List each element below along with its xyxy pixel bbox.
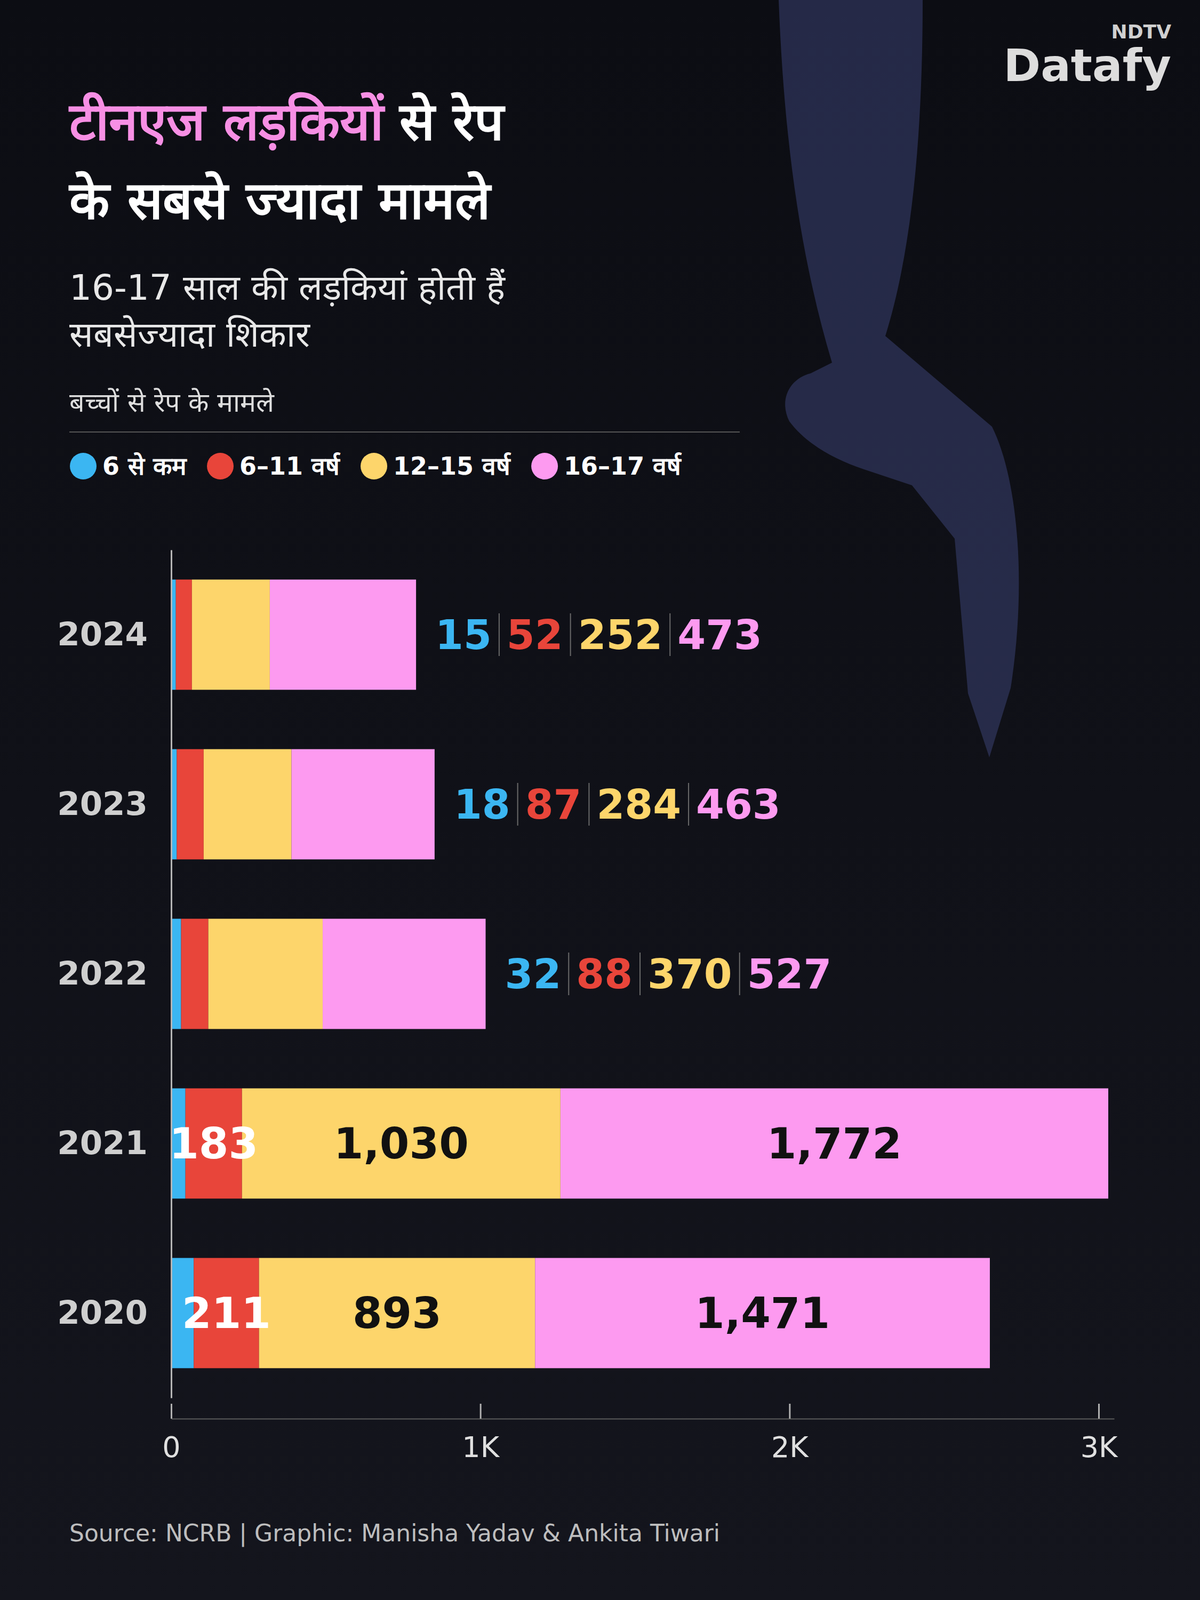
source: Source: NCRB | Graphic: Manisha Yadav & … (69, 1519, 720, 1548)
bar-segment (176, 749, 204, 860)
bar-segment (534, 1258, 990, 1369)
x-tick: 3K (1080, 1403, 1119, 1464)
x-tick-label: 0 (162, 1430, 181, 1464)
y-tick: 2022 (57, 954, 148, 992)
legend-label: 12–15 वर्ष (393, 451, 512, 481)
label-separator (517, 782, 519, 826)
legend-label: 6 से कम (102, 451, 188, 481)
illustration-arm (778, 0, 1019, 758)
label-separator (639, 952, 641, 996)
data-labels: 15 52 252 473 18 87 284 463 32 88 370 527 183 1,030 1,… (169, 611, 902, 1339)
x-tick: 1K (461, 1403, 500, 1464)
y-tick: 2021 (57, 1123, 148, 1162)
bar-segment (259, 1258, 536, 1369)
data-label: 284 (596, 780, 682, 829)
legend-swatch (206, 452, 234, 480)
y-tick-label: 2023 (57, 784, 148, 823)
separator-line (69, 431, 740, 433)
title-span: से रेप (398, 91, 506, 152)
y-axis-line (170, 550, 173, 1399)
title-span: के सबसे ज्यादा मामले (68, 170, 493, 231)
data-label: 893 (352, 1288, 442, 1339)
data-label: 527 (747, 950, 832, 998)
bar-segment (291, 749, 435, 860)
y-tick-label: 2022 (57, 954, 148, 992)
bar-segment (208, 918, 323, 1030)
legend-label: 16–17 वर्ष (563, 451, 683, 481)
label-separator (688, 782, 690, 826)
bar-segment (242, 1088, 561, 1199)
title-span: टीनएज लड़कियों (68, 91, 386, 152)
x-tick: 0 (162, 1403, 181, 1464)
label-separator (739, 952, 741, 996)
legend: 6 से कम 6–11 वर्ष 12–15 वर्ष 16–17 वर्ष (69, 451, 683, 481)
label-separator (570, 613, 572, 656)
data-label: 183 (169, 1118, 259, 1169)
x-tick-label: 3K (1080, 1430, 1119, 1464)
x-tick-mark (1098, 1403, 1100, 1419)
bar-segment (192, 579, 270, 691)
x-tick-mark (788, 1403, 791, 1419)
bar-segment (203, 749, 292, 860)
y-tick-label: 2020 (57, 1293, 148, 1332)
bar-segment (322, 918, 486, 1030)
label-separator (588, 782, 590, 826)
title-line: टीनएज लड़कियोंसे रेप (68, 91, 506, 152)
y-tick-label: 2021 (57, 1123, 148, 1162)
bars (171, 579, 1109, 1369)
y-tick-label: 2024 (57, 614, 148, 653)
data-label: 88 (576, 950, 633, 998)
legend-swatch (69, 452, 97, 480)
data-label: 1,471 (694, 1288, 830, 1339)
data-label: 18 (453, 780, 511, 829)
data-label: 211 (181, 1288, 271, 1339)
y-tick: 2020 (57, 1293, 148, 1332)
data-label: 52 (506, 611, 564, 659)
x-tick-label: 1K (461, 1430, 500, 1464)
data-label: 87 (525, 780, 582, 829)
chart-svg: NDTVDatafyटीनएज लड़कियोंसे रेपके सबसे ज्… (0, 0, 1200, 1600)
logo-main: Datafy (1003, 39, 1172, 92)
legend-swatch (360, 452, 388, 480)
chart-container: NDTVDatafyटीनएज लड़कियोंसे रेपके सबसे ज्… (0, 0, 1200, 1600)
y-axis: 2024 2023 2022 2021 2020 (57, 550, 172, 1399)
x-axis: 0 1K 2K 3K (162, 1403, 1119, 1464)
data-label: 370 (647, 950, 733, 998)
label-separator (568, 952, 570, 996)
bar-segment (171, 918, 182, 1030)
x-tick-mark (480, 1403, 482, 1419)
data-label: 252 (578, 611, 663, 659)
data-label: 1,030 (333, 1118, 469, 1169)
bar-segment (269, 579, 416, 691)
bar-segment (560, 1088, 1109, 1199)
data-label: 1,772 (766, 1118, 902, 1169)
label-separator (669, 613, 671, 656)
y-tick: 2023 (57, 784, 148, 823)
data-label: 463 (696, 780, 781, 829)
subtitle: सबसेज्यादा शिकार (69, 314, 311, 356)
data-label: 32 (505, 950, 562, 998)
legend-label: 6–11 वर्ष (239, 451, 341, 481)
bar-segment (176, 579, 192, 691)
x-tick: 2K (771, 1403, 810, 1464)
legend-swatch (531, 452, 558, 480)
x-tick-mark (170, 1403, 173, 1419)
subtitle: 16-17 साल की लड़कियां होती हैं (69, 267, 506, 309)
caption: बच्चों से रेप के मामले (69, 387, 275, 419)
label-separator (498, 613, 500, 656)
x-tick-label: 2K (771, 1430, 810, 1464)
title-line: के सबसे ज्यादा मामले (68, 170, 493, 231)
y-tick: 2024 (57, 614, 148, 653)
data-label: 473 (677, 611, 763, 659)
background (0, 0, 1200, 1600)
x-axis-line (171, 1418, 1115, 1420)
data-label: 15 (435, 611, 492, 659)
bar-segment (181, 918, 209, 1030)
